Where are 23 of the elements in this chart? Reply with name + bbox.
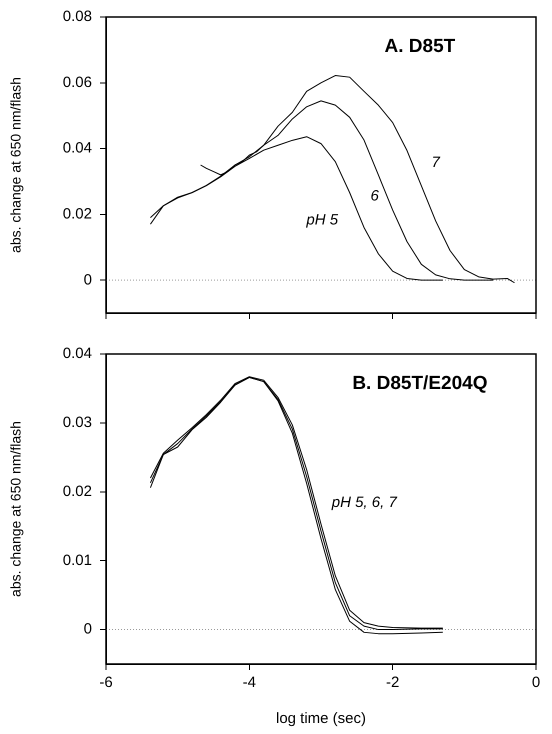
y-axis-title: abs. change at 650 nm/flash <box>7 77 24 253</box>
text: B. D85T/E204Q <box>352 373 488 394</box>
annotation: 7 <box>432 154 441 172</box>
x-tick-label: -6 <box>99 674 113 692</box>
y-tick-label: 0.08 <box>62 8 92 26</box>
annotation: pH 5 <box>305 212 339 229</box>
y-tick-label: 0.04 <box>62 345 92 362</box>
x-tick-label: 0 <box>532 674 540 692</box>
y-tick-label: 0.02 <box>62 205 92 222</box>
y-tick-label: 0 <box>84 620 92 638</box>
annotation: 6 <box>370 187 380 204</box>
y-tick-label: 0 <box>84 271 92 288</box>
x-axis-title: log time (sec) <box>276 710 366 728</box>
y-tick-label: 0.04 <box>62 140 92 157</box>
y-tick-label: 0.06 <box>62 74 92 91</box>
y-tick-label: 0.03 <box>62 414 92 432</box>
annotation: pH 5, 6, 7 <box>330 494 398 511</box>
y-tick-label: 0.02 <box>62 482 92 500</box>
y-axis-title: abs. change at 650 nm/flash <box>7 421 24 597</box>
x-tick-label: -4 <box>242 674 256 692</box>
text: A. D85T <box>384 36 456 58</box>
y-tick-label: 0.01 <box>62 552 92 569</box>
x-tick-label: -2 <box>386 674 400 692</box>
